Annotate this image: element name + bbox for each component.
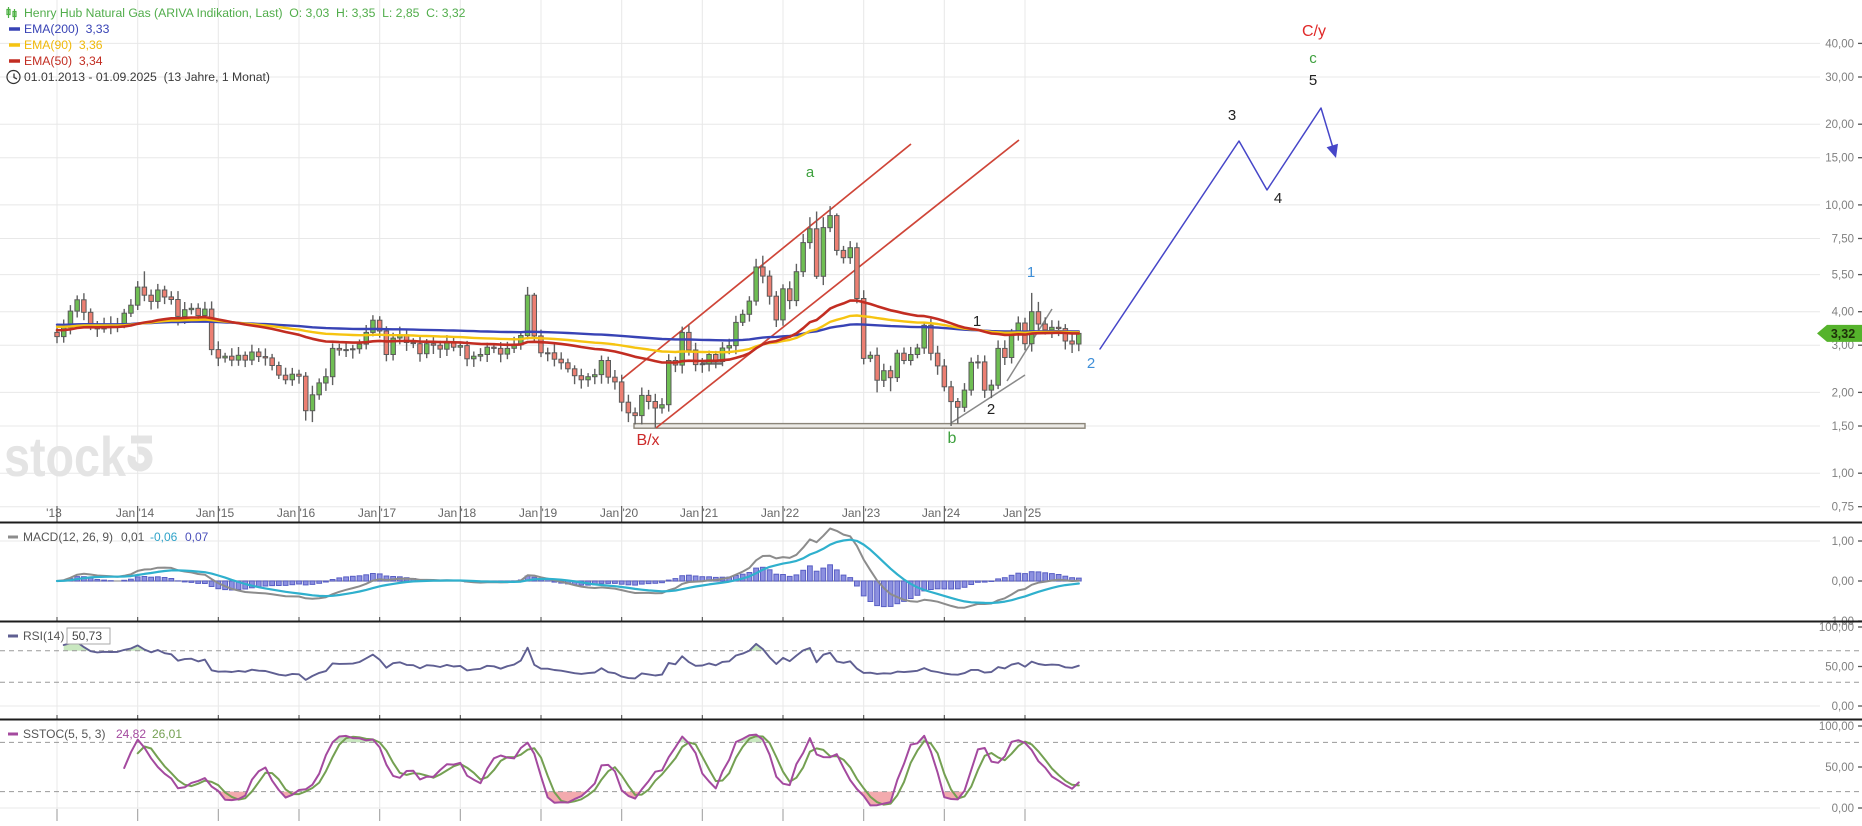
svg-text:Jan '21: Jan '21 <box>680 506 719 520</box>
svg-text:Henry Hub Natural Gas (ARIVA I: Henry Hub Natural Gas (ARIVA Indikation,… <box>24 6 466 20</box>
svg-text:Jan '19: Jan '19 <box>519 506 558 520</box>
svg-text:0,00: 0,00 <box>1832 803 1854 815</box>
svg-text:50,00: 50,00 <box>1825 762 1854 774</box>
svg-text:Jan '25: Jan '25 <box>1003 506 1042 520</box>
svg-text:b: b <box>948 430 957 447</box>
svg-text:24,82: 24,82 <box>116 727 146 741</box>
svg-text:EMA(90) 3,36: EMA(90) 3,36 <box>24 38 103 52</box>
svg-text:0,00: 0,00 <box>1832 576 1854 588</box>
svg-text:c: c <box>1309 50 1317 67</box>
svg-text:0,07: 0,07 <box>185 530 209 544</box>
svg-text:15,00: 15,00 <box>1825 153 1854 165</box>
svg-text:100,00: 100,00 <box>1819 622 1854 634</box>
svg-text:MACD(12, 26, 9): MACD(12, 26, 9) <box>23 530 113 544</box>
svg-text:30,00: 30,00 <box>1825 72 1854 84</box>
svg-text:'13: '13 <box>46 506 62 520</box>
svg-text:0,75: 0,75 <box>1832 502 1854 514</box>
svg-text:Jan '16: Jan '16 <box>277 506 316 520</box>
svg-text:0,00: 0,00 <box>1832 701 1854 713</box>
svg-text:2: 2 <box>1087 355 1095 372</box>
svg-text:3,32: 3,32 <box>1831 327 1855 341</box>
svg-text:100,00: 100,00 <box>1819 721 1854 733</box>
svg-text:1,50: 1,50 <box>1832 421 1854 433</box>
svg-text:EMA(200) 3,33: EMA(200) 3,33 <box>24 22 110 36</box>
svg-text:1,00: 1,00 <box>1832 536 1854 548</box>
svg-text:1: 1 <box>1027 264 1035 281</box>
svg-text:2,00: 2,00 <box>1832 387 1854 399</box>
svg-text:SSTOC(5, 5, 3): SSTOC(5, 5, 3) <box>23 727 105 741</box>
svg-text:26,01: 26,01 <box>152 727 182 741</box>
svg-text:RSI(14): RSI(14) <box>23 629 64 643</box>
svg-text:40,00: 40,00 <box>1825 38 1854 50</box>
svg-text:Jan '23: Jan '23 <box>842 506 881 520</box>
svg-text:50,73: 50,73 <box>72 629 102 643</box>
svg-text:3: 3 <box>1228 107 1236 124</box>
svg-text:Jan '18: Jan '18 <box>438 506 477 520</box>
svg-text:10,00: 10,00 <box>1825 200 1854 212</box>
svg-text:B/x: B/x <box>636 432 659 449</box>
svg-text:Jan '14: Jan '14 <box>116 506 155 520</box>
svg-text:Jan '22: Jan '22 <box>761 506 800 520</box>
svg-text:3,00: 3,00 <box>1832 340 1854 352</box>
svg-text:20,00: 20,00 <box>1825 119 1854 131</box>
svg-text:7,50: 7,50 <box>1832 234 1854 246</box>
svg-text:-0,06: -0,06 <box>150 530 178 544</box>
svg-text:01.01.2013 - 01.09.2025 (13 J: 01.01.2013 - 01.09.2025 (13 Jahre, 1 Mon… <box>24 70 270 84</box>
svg-text:0,01: 0,01 <box>121 530 145 544</box>
svg-text:2: 2 <box>987 401 995 418</box>
svg-text:Jan '20: Jan '20 <box>600 506 639 520</box>
svg-text:Jan '15: Jan '15 <box>196 506 235 520</box>
svg-text:5: 5 <box>1309 72 1317 89</box>
svg-text:stock: stock <box>4 425 127 488</box>
svg-text:5,50: 5,50 <box>1832 270 1854 282</box>
svg-text:50,00: 50,00 <box>1825 662 1854 674</box>
svg-text:4,00: 4,00 <box>1832 307 1854 319</box>
svg-text:EMA(50) 3,34: EMA(50) 3,34 <box>24 54 103 68</box>
svg-text:4: 4 <box>1274 190 1282 207</box>
svg-text:Jan '24: Jan '24 <box>922 506 961 520</box>
svg-text:1: 1 <box>973 313 981 330</box>
svg-text:a: a <box>806 164 815 181</box>
svg-text:Jan '17: Jan '17 <box>358 506 397 520</box>
svg-text:C/y: C/y <box>1302 23 1326 40</box>
svg-text:1,00: 1,00 <box>1832 468 1854 480</box>
